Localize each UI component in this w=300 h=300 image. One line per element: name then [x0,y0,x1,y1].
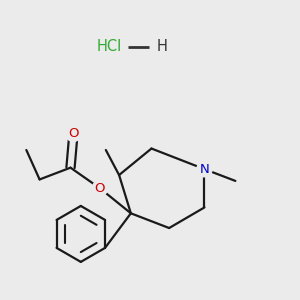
Text: N: N [200,163,209,176]
Circle shape [66,126,81,142]
Circle shape [197,161,212,177]
Text: H: H [156,39,167,54]
Text: O: O [95,182,105,195]
Text: HCl: HCl [96,39,122,54]
Text: O: O [68,127,79,140]
Circle shape [92,181,108,196]
